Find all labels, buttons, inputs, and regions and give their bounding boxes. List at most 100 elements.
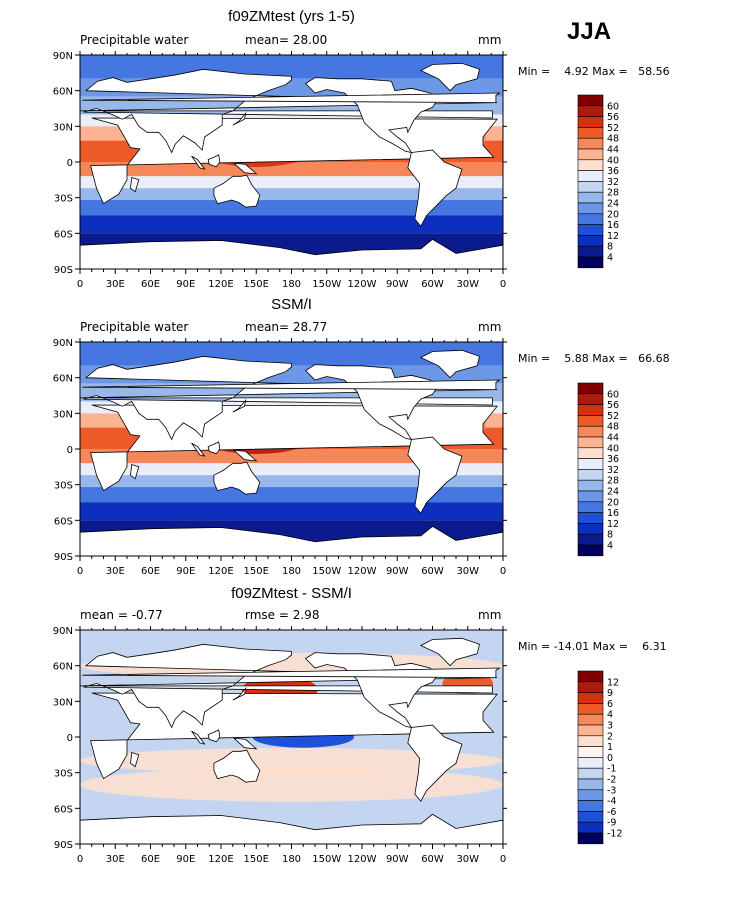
landmass xyxy=(191,442,206,457)
lon-tick-label: 150W xyxy=(312,566,341,577)
landmass xyxy=(130,463,140,480)
colorbar-label: 12 xyxy=(607,519,619,530)
colorbar-label: 40 xyxy=(607,155,619,166)
colorbar-label: -1 xyxy=(607,764,616,775)
lon-tick-label: 0 xyxy=(77,566,83,577)
colorbar-swatch xyxy=(577,713,604,726)
colorbar-label: 9 xyxy=(607,688,613,699)
landmass xyxy=(82,667,501,679)
colorbar-swatch xyxy=(577,202,604,215)
landmass xyxy=(207,729,221,743)
colorbar-label: 52 xyxy=(607,123,619,134)
colorbar-label: 0 xyxy=(607,753,613,764)
lon-tick-label: 150E xyxy=(244,566,269,577)
lat-tick-label: 30N xyxy=(53,697,73,708)
landmass xyxy=(419,349,480,379)
lon-tick-label: 180 xyxy=(282,854,301,865)
colorbar-swatch xyxy=(577,170,604,182)
lon-tick-label: 60W xyxy=(421,566,444,577)
panel-center-label: mean= 28.00 xyxy=(245,33,328,47)
min-max-stats: Min = -14.01 Max = 6.31 xyxy=(518,640,667,653)
colorbar-swatch xyxy=(577,213,604,225)
panel-left-label: Precipitable water xyxy=(80,33,189,47)
landmass xyxy=(407,724,463,802)
colorbar-swatch xyxy=(577,544,604,557)
lon-tick-label: 30E xyxy=(106,854,125,865)
colorbar-label: 20 xyxy=(607,209,619,220)
colorbar-swatch xyxy=(577,501,604,513)
season-label: JJA xyxy=(567,18,612,45)
lat-tick-label: 90S xyxy=(54,265,73,276)
landmass xyxy=(207,154,221,168)
lat-tick-label: 90S xyxy=(54,840,73,851)
landmass xyxy=(419,62,480,92)
lon-tick-label: 60W xyxy=(421,279,444,290)
colorbar-label: -6 xyxy=(607,807,616,818)
colorbar-swatch xyxy=(577,800,604,812)
colorbar-swatch xyxy=(577,735,604,747)
panel-title: f09ZMtest - SSM/I xyxy=(231,585,352,602)
lon-tick-label: 120E xyxy=(208,566,233,577)
colorbar-label: 32 xyxy=(607,465,619,476)
lon-tick-label: 180 xyxy=(282,279,301,290)
colorbar-label: 44 xyxy=(607,145,619,156)
colorbar-label: 16 xyxy=(607,508,619,519)
colorbar-swatch xyxy=(577,127,604,139)
lat-tick-label: 0 xyxy=(67,445,73,456)
landmass xyxy=(232,737,258,750)
colorbar-label: 60 xyxy=(607,101,619,112)
lon-tick-label: 60W xyxy=(421,854,444,865)
colorbar-swatch xyxy=(577,767,604,780)
landmass xyxy=(232,449,258,462)
lat-tick-label: 60S xyxy=(54,229,73,240)
lon-tick-label: 120E xyxy=(208,854,233,865)
colorbar-label: 56 xyxy=(607,400,619,411)
min-max-stats: Min = 4.92 Max = 58.56 xyxy=(518,65,670,78)
panel-title: SSM/I xyxy=(271,296,312,313)
lon-tick-label: 60E xyxy=(141,854,160,865)
landmass xyxy=(207,441,221,455)
lat-tick-label: 30N xyxy=(53,409,73,420)
colorbar-label: -3 xyxy=(607,785,616,796)
landmass xyxy=(419,637,480,667)
colorbar-swatch xyxy=(577,425,604,438)
lon-tick-label: 30E xyxy=(106,279,125,290)
landmass xyxy=(407,149,463,227)
units-label: mm xyxy=(478,33,502,47)
colorbar-swatch xyxy=(577,393,604,405)
lon-tick-label: 120W xyxy=(348,566,377,577)
lon-tick-label: 120E xyxy=(208,279,233,290)
colorbar-label: -4 xyxy=(607,796,616,807)
colorbar-swatch xyxy=(577,533,604,546)
colorbar-label: 4 xyxy=(607,541,613,552)
landmass xyxy=(82,92,501,104)
colorbar-label: 3 xyxy=(607,721,613,732)
panel-center-label: mean= 28.77 xyxy=(245,320,328,334)
colorbar-label: 20 xyxy=(607,497,619,508)
colorbar-swatch xyxy=(577,757,604,769)
colorbar-swatch xyxy=(577,778,604,791)
colorbar-swatch xyxy=(577,811,604,823)
colorbar-swatch xyxy=(577,137,604,150)
landmass xyxy=(130,751,140,768)
landmass xyxy=(130,176,140,193)
colorbar-swatch xyxy=(577,116,604,128)
lat-tick-label: 60N xyxy=(53,374,73,385)
colorbar-swatch xyxy=(577,670,604,683)
lat-tick-label: 60N xyxy=(53,662,73,673)
landmass xyxy=(232,686,247,701)
landmass xyxy=(80,813,503,844)
lat-tick-label: 30N xyxy=(53,122,73,133)
lat-tick-label: 90S xyxy=(54,552,73,563)
lon-tick-label: 180 xyxy=(282,566,301,577)
lat-tick-label: 60N xyxy=(53,87,73,98)
colorbar-swatch xyxy=(577,724,604,737)
lon-tick-label: 0 xyxy=(500,854,506,865)
colorbar-swatch xyxy=(577,821,604,834)
lat-tick-label: 90N xyxy=(53,626,73,637)
colorbar-label: -12 xyxy=(607,829,623,840)
lon-tick-label: 150W xyxy=(312,279,341,290)
lon-tick-label: 90W xyxy=(386,279,409,290)
lon-tick-label: 30W xyxy=(456,854,479,865)
map-panel-svg: 90N 60N 30N 0 30S 60S 90S 0 30E 60E 90E 120E 150E 180… xyxy=(53,51,619,290)
